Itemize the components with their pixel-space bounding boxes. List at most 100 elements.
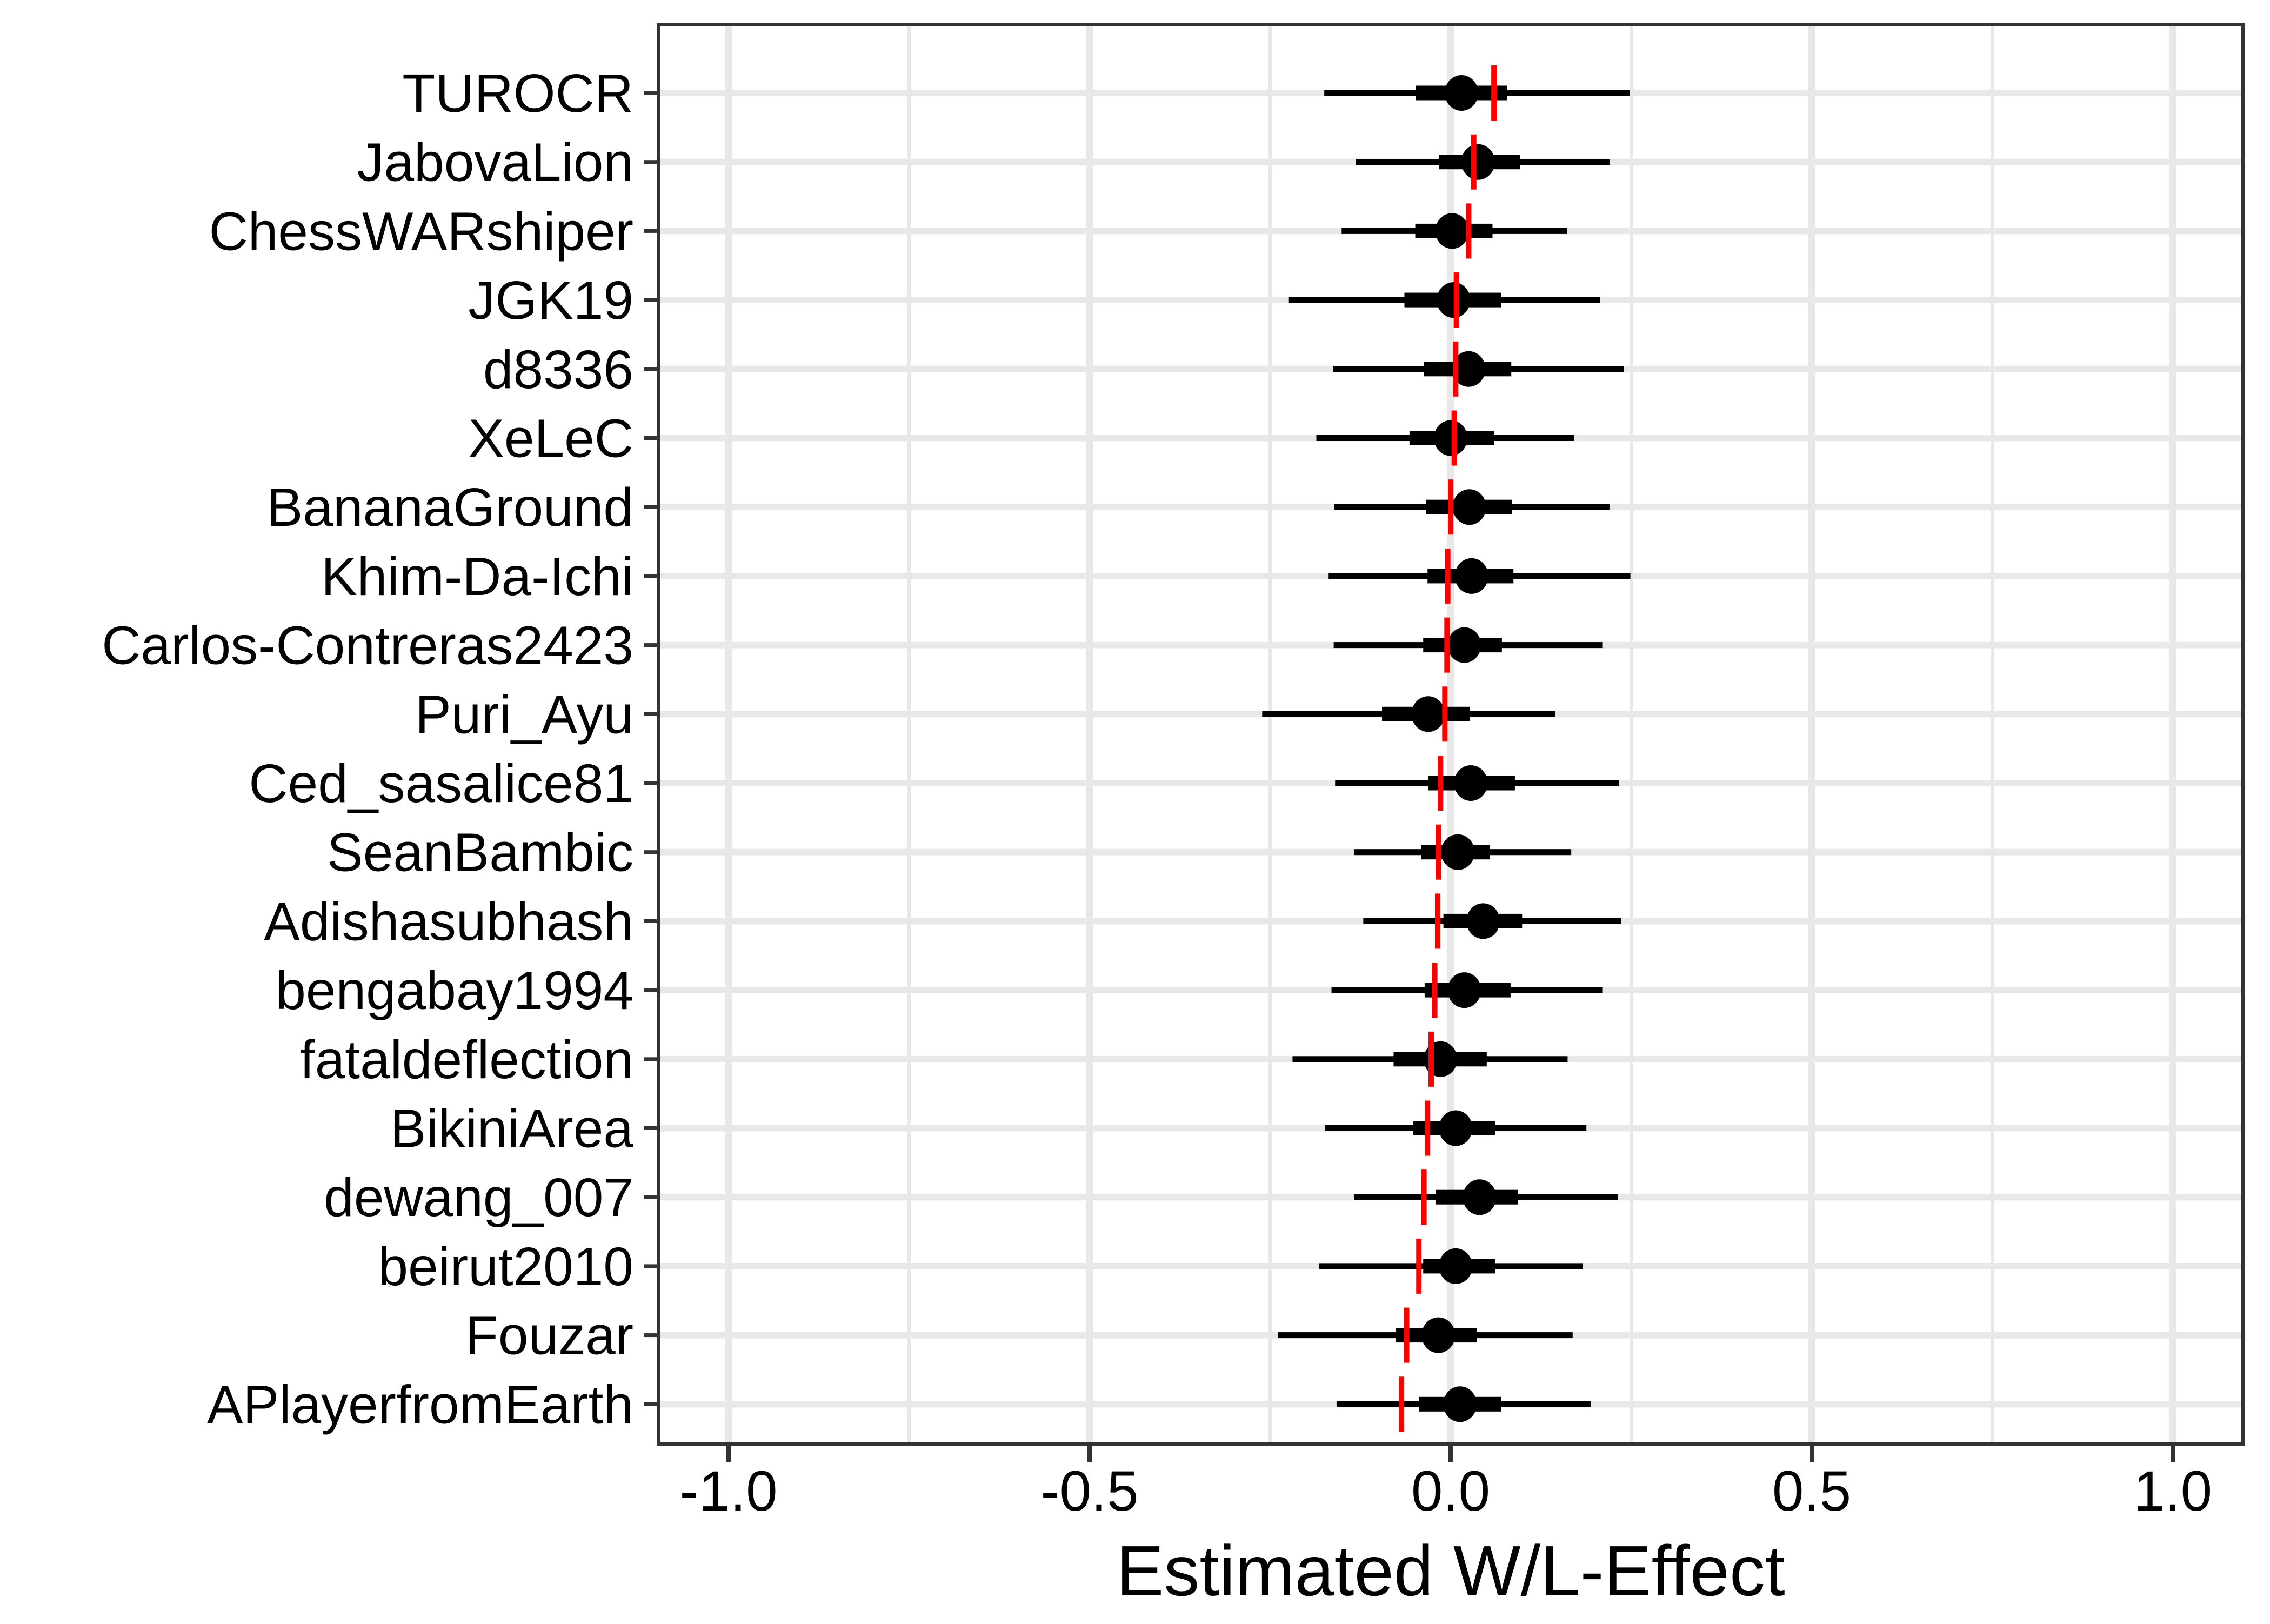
point-estimate [1441,834,1475,870]
y-axis-tick [644,919,658,923]
point-estimate [1434,420,1467,456]
reference-line-dash [1432,963,1438,1018]
y-axis-tick [644,1264,658,1268]
y-axis-tick [644,436,658,440]
y-axis-label: BikiniArea [390,1099,634,1159]
point-estimate [1437,282,1471,318]
x-axis-tick [1087,1446,1092,1462]
reference-line-dash [1491,65,1497,121]
x-axis-tick [2171,1446,2175,1462]
y-axis-label: d8336 [483,339,633,400]
reference-line-dash [1453,341,1459,397]
y-axis-tick [644,1195,658,1199]
reference-line-dash [1442,686,1448,742]
reference-line-dash [1471,134,1477,190]
y-axis-tick [644,505,658,509]
reference-line-dash [1453,272,1459,328]
minor-gridline [1268,25,1272,1444]
point-estimate [1439,1248,1473,1284]
y-axis-label: Carlos-Contreras2423 [102,616,633,676]
x-axis-tick [1810,1446,1814,1462]
y-axis-tick [644,160,658,164]
point-estimate [1443,1386,1477,1422]
x-axis-tick [1448,1446,1453,1462]
point-estimate [1435,213,1469,249]
reference-line-dash [1399,1376,1405,1432]
y-axis-label: beirut2010 [378,1237,633,1297]
x-axis-tick-label: -1.0 [680,1460,778,1523]
y-axis-tick [644,1333,658,1338]
reference-line-dash [1416,1238,1422,1294]
y-axis-tick [644,850,658,854]
y-axis-label: XeLeC [468,409,633,469]
y-axis-tick [644,1126,658,1130]
y-axis-tick [644,367,658,371]
reference-line-dash [1425,1100,1431,1156]
reference-line-dash [1428,1031,1434,1087]
point-estimate [1461,144,1495,180]
y-axis-tick [644,574,658,578]
x-axis-title: Estimated W/L-Effect [1116,1531,1785,1610]
reference-line-dash [1444,617,1450,673]
y-axis-label: fataldeflection [300,1030,633,1090]
reference-line-dash [1436,824,1441,880]
major-gridline [1086,25,1093,1444]
x-axis-tick-label: 1.0 [2133,1460,2212,1523]
y-axis-tick [644,229,658,233]
point-estimate [1439,1110,1473,1146]
y-axis-tick [644,1402,658,1406]
point-estimate [1452,351,1486,387]
reference-line-dash [1451,410,1457,466]
reference-line-dash [1438,756,1444,811]
point-estimate [1454,765,1488,801]
y-axis-tick [644,781,658,785]
point-estimate [1447,972,1481,1008]
y-axis-tick [644,1057,658,1061]
minor-gridline [907,25,911,1444]
x-axis-tick-label: 0.5 [1772,1460,1851,1523]
y-axis-tick [644,712,658,716]
y-axis-tick [644,643,658,647]
x-axis-tick [726,1446,731,1462]
reference-line-dash [1404,1307,1410,1363]
y-axis-label: Puri_Ayu [415,684,633,745]
panel-border [657,23,2245,1446]
y-axis-label: Ced_sasalice81 [249,753,633,814]
y-axis-tick [644,91,658,95]
major-gridline [1447,25,1454,1444]
point-estimate [1452,489,1486,525]
reference-line-dash [1448,479,1453,535]
point-estimate [1463,1179,1497,1215]
reference-line-dash [1466,203,1472,259]
major-gridline [2169,25,2176,1444]
y-axis-label: APlayerfromEarth [207,1374,633,1435]
point-estimate [1445,75,1479,111]
reference-line-dash [1434,893,1440,949]
point-estimate [1421,1317,1456,1353]
reference-line-dash [1445,548,1451,604]
y-axis-label: bengabay1994 [276,960,633,1021]
y-axis-label: ChessWARshiper [209,201,633,262]
point-estimate [1454,558,1488,594]
y-axis-label: SeanBambic [327,823,633,883]
point-estimate [1411,696,1445,732]
x-axis-tick-label: 0.0 [1411,1460,1490,1523]
y-axis-label: BananaGround [267,477,633,538]
point-estimate [1466,903,1500,939]
y-axis-label: JGK19 [468,270,633,331]
y-axis-label: Fouzar [465,1306,633,1366]
major-gridline [725,25,732,1444]
point-estimate [1447,627,1481,663]
y-axis-label: JabovaLion [357,132,633,193]
minor-gridline [1630,25,1633,1444]
x-axis-tick-label: -0.5 [1041,1460,1139,1523]
minor-gridline [1991,25,1994,1444]
y-axis-label: dewang_007 [324,1167,633,1228]
major-gridline [1808,25,1815,1444]
y-axis-label: TUROCR [402,63,633,124]
y-axis-tick [644,988,658,992]
y-axis-tick [644,298,658,302]
y-axis-label: Adishasubhash [264,891,633,952]
